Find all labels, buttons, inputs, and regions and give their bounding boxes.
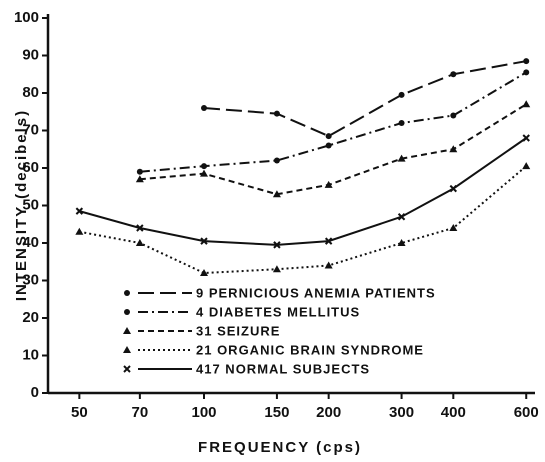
marker <box>449 224 458 231</box>
x-tick-label: 200 <box>316 404 341 421</box>
legend-entry: 417 NORMAL SUBJECTS <box>123 361 370 376</box>
y-tick-label: 0 <box>31 384 39 401</box>
marker <box>325 133 332 140</box>
x-tick-label: 100 <box>191 404 216 421</box>
marker <box>124 290 130 296</box>
marker <box>273 157 280 164</box>
legend-entry: 21 ORGANIC BRAIN SYNDROME <box>123 342 424 357</box>
marker <box>397 213 406 221</box>
legend-label: 9 PERNICIOUS ANEMIA PATIENTS <box>196 285 436 300</box>
y-tick-label: 20 <box>22 309 39 326</box>
marker <box>273 241 281 249</box>
marker <box>200 169 209 177</box>
legend-entry: 31 SEIZURE <box>123 323 280 338</box>
y-tick-label: 10 <box>22 346 39 363</box>
marker <box>273 110 280 117</box>
marker <box>522 100 531 108</box>
marker <box>123 346 131 353</box>
marker <box>136 168 143 175</box>
marker <box>272 190 281 198</box>
marker <box>450 71 457 78</box>
x-axis-label: FREQUENCY (cps) <box>198 439 362 456</box>
series-line <box>139 103 527 196</box>
marker <box>135 239 144 246</box>
marker <box>123 327 131 334</box>
series-line <box>203 60 527 138</box>
series-line <box>79 137 527 246</box>
marker <box>450 112 457 119</box>
marker <box>135 175 144 183</box>
legend-label: 4 DIABETES MELLITUS <box>196 304 360 319</box>
marker <box>201 163 208 170</box>
legend-entry: 4 DIABETES MELLITUS <box>124 304 360 319</box>
y-tick-label: 90 <box>22 46 39 63</box>
marker <box>123 365 131 373</box>
legend-label: 31 SEIZURE <box>196 323 280 338</box>
y-tick-label: 30 <box>22 271 39 288</box>
marker <box>200 269 209 276</box>
y-tick-label: 70 <box>22 121 39 138</box>
marker <box>136 224 144 232</box>
legend-label: 417 NORMAL SUBJECTS <box>196 361 370 376</box>
marker <box>398 120 405 126</box>
y-tick-label: 40 <box>22 234 39 251</box>
marker <box>398 91 405 98</box>
x-tick-label: 150 <box>264 404 289 421</box>
legend-label: 21 ORGANIC BRAIN SYNDROME <box>196 342 424 357</box>
marker <box>522 162 531 170</box>
legend-entry: 9 PERNICIOUS ANEMIA PATIENTS <box>124 285 436 300</box>
marker <box>397 154 406 162</box>
y-tick-label: 50 <box>22 196 39 213</box>
marker <box>397 239 406 246</box>
x-tick-label: 70 <box>132 404 149 421</box>
marker <box>272 265 281 273</box>
y-tick-label: 100 <box>14 9 39 26</box>
marker <box>75 207 84 215</box>
y-axis-label: INTENSITY (decibels) <box>13 109 30 301</box>
marker <box>75 227 84 235</box>
marker <box>523 69 530 76</box>
marker <box>200 237 208 245</box>
series-line <box>139 71 527 173</box>
marker <box>324 261 333 269</box>
marker <box>449 145 458 153</box>
series-line <box>79 165 527 275</box>
y-tick-label: 80 <box>22 84 39 101</box>
x-tick-label: 50 <box>71 404 88 421</box>
y-tick-label: 60 <box>22 159 39 176</box>
x-tick-label: 600 <box>514 404 539 421</box>
marker <box>523 58 530 65</box>
marker <box>124 309 130 315</box>
x-tick-label: 300 <box>389 404 414 421</box>
marker <box>324 180 333 188</box>
marker <box>201 105 208 111</box>
marker <box>324 237 333 245</box>
marker <box>522 134 530 142</box>
marker <box>325 142 332 149</box>
marker <box>449 184 458 193</box>
x-tick-label: 400 <box>441 404 466 421</box>
